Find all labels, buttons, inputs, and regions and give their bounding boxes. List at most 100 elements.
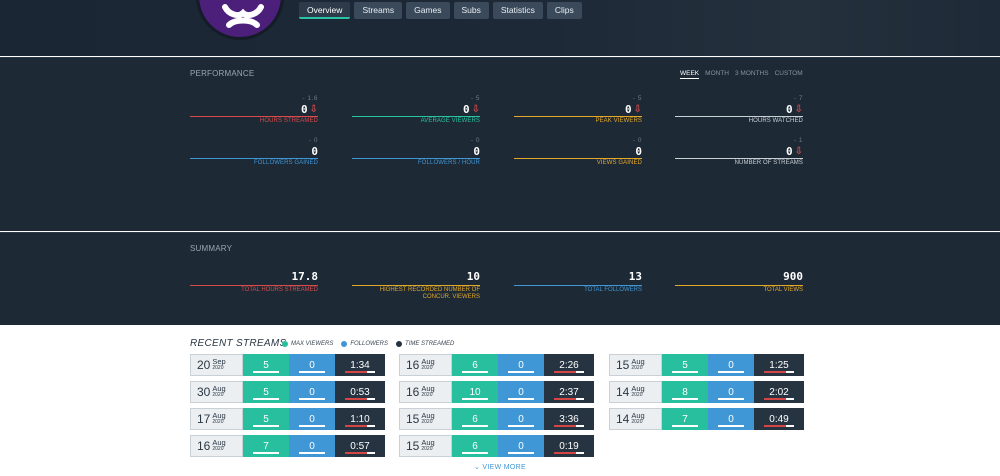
- stream-date: 16 Aug 2020: [399, 381, 452, 403]
- summary-stat: 900 TOTAL VIEWS: [675, 270, 803, 310]
- stat-label: NUMBER OF STREAMS: [734, 160, 803, 166]
- stream-date: 15 Aug 2020: [399, 408, 452, 430]
- summary-underline: [190, 285, 318, 286]
- stat-value: 0: [635, 145, 642, 158]
- performance-stat: - 0 0 FOLLOWERS / HOUR: [352, 137, 480, 167]
- stat-value: 0 ⇩: [624, 103, 642, 116]
- performance-stat: - 5 0 ⇩ AVERAGE VIEWERS: [352, 95, 480, 125]
- stream-card[interactable]: 30 Aug 2020 5 0 0:53: [190, 381, 385, 403]
- stream-max-viewers: 7: [243, 435, 289, 457]
- stat-underline: [190, 116, 318, 117]
- stream-day: 20: [197, 358, 211, 372]
- stream-card[interactable]: 14 Aug 2020 8 0 2:02: [609, 381, 804, 403]
- stream-followers: 0: [708, 354, 754, 376]
- period-week[interactable]: WEEK: [680, 70, 700, 79]
- tab-subs[interactable]: Subs: [453, 2, 489, 19]
- stream-card[interactable]: 15 Aug 2020 5 0 1:25: [609, 354, 804, 376]
- stream-followers: 0: [708, 381, 754, 403]
- stream-day: 16: [197, 439, 211, 453]
- stream-card[interactable]: 17 Aug 2020 5 0 1:10: [190, 408, 385, 430]
- period-selector: WEEK MONTH 3 MONTHS CUSTOM: [680, 70, 803, 79]
- stream-time: 0:19: [544, 435, 594, 457]
- stream-month-year: Aug 2020: [631, 411, 645, 425]
- summary-stat: 13 TOTAL FOLLOWERS: [514, 270, 642, 310]
- stream-card[interactable]: 15 Aug 2020 6 0 0:19: [399, 435, 594, 457]
- stream-time: 1:10: [335, 408, 385, 430]
- stream-date: 15 Aug 2020: [609, 354, 662, 376]
- stat-value: 0: [473, 145, 480, 158]
- performance-title: PERFORMANCE: [190, 69, 255, 78]
- stream-time: 3:36: [544, 408, 594, 430]
- stream-date: 30 Aug 2020: [190, 381, 243, 403]
- stat-delta: - 0: [308, 137, 318, 144]
- stream-day: 15: [616, 358, 630, 372]
- stream-card[interactable]: 20 Sep 2020 5 0 1:34: [190, 354, 385, 376]
- stream-date: 15 Aug 2020: [399, 435, 452, 457]
- arrow-down-icon: ⇩: [471, 104, 480, 115]
- summary-value: 900: [783, 270, 803, 283]
- stream-month-year: Aug 2020: [421, 357, 435, 371]
- tab-games[interactable]: Games: [406, 2, 450, 19]
- stat-delta: - 0: [470, 137, 480, 144]
- stream-card[interactable]: 14 Aug 2020 7 0 0:49: [609, 408, 804, 430]
- stat-label: FOLLOWERS GAINED: [254, 160, 318, 166]
- stat-underline: [675, 158, 803, 159]
- stream-time: 2:26: [544, 354, 594, 376]
- stat-underline: [352, 116, 480, 117]
- stream-day: 16: [406, 385, 420, 399]
- summary-panel: SUMMARY 17.8 TOTAL HOURS STREAMED 10 HIGHES…: [0, 232, 1000, 325]
- stream-followers: 0: [289, 354, 335, 376]
- stream-max-viewers: 6: [452, 435, 498, 457]
- stream-max-viewers: 5: [243, 381, 289, 403]
- stream-time: 0:49: [754, 408, 804, 430]
- view-more-link[interactable]: ⌄ VIEW MORE: [474, 464, 526, 471]
- stream-date: 14 Aug 2020: [609, 408, 662, 430]
- stat-delta: - 5: [632, 95, 642, 102]
- stream-month-year: Aug 2020: [421, 438, 435, 452]
- legend-followers: FOLLOWERS: [341, 341, 388, 347]
- stat-value: 0 ⇩: [785, 103, 803, 116]
- stream-followers: 0: [289, 435, 335, 457]
- performance-stat: - 1 0 ⇩ NUMBER OF STREAMS: [675, 137, 803, 167]
- stream-time: 2:02: [754, 381, 804, 403]
- summary-label: TOTAL VIEWS: [763, 287, 803, 293]
- stream-max-viewers: 5: [662, 354, 708, 376]
- stream-max-viewers: 5: [243, 408, 289, 430]
- stat-value: 0 ⇩: [785, 145, 803, 158]
- tab-streams[interactable]: Streams: [354, 2, 403, 19]
- stream-card[interactable]: 15 Aug 2020 6 0 3:36: [399, 408, 594, 430]
- stat-label: HOURS WATCHED: [748, 118, 803, 124]
- tab-overview[interactable]: Overview: [299, 2, 351, 19]
- stream-card[interactable]: 16 Aug 2020 7 0 0:57: [190, 435, 385, 457]
- stream-followers: 0: [289, 381, 335, 403]
- stream-date: 16 Aug 2020: [190, 435, 243, 457]
- stat-label: PEAK VIEWERS: [595, 118, 642, 124]
- stat-delta: - 0: [632, 137, 642, 144]
- tab-statistics[interactable]: Statistics: [492, 2, 543, 19]
- avatar-logo-icon: [222, 4, 264, 28]
- period-month[interactable]: MONTH: [705, 70, 729, 77]
- arrow-down-icon: ⇩: [794, 146, 803, 157]
- period-3-months[interactable]: 3 MONTHS: [735, 70, 769, 77]
- legend-time-streamed: TIME STREAMED: [396, 341, 454, 347]
- performance-panel: PERFORMANCE WEEK MONTH 3 MONTHS CUSTOM -…: [0, 57, 1000, 231]
- stream-day: 14: [616, 412, 630, 426]
- stream-followers: 0: [289, 408, 335, 430]
- recent-streams-title: RECENT STREAMS: [190, 338, 287, 349]
- period-custom[interactable]: CUSTOM: [774, 70, 803, 77]
- stat-value: 0 ⇩: [462, 103, 480, 116]
- stream-date: 14 Aug 2020: [609, 381, 662, 403]
- tab-clips[interactable]: Clips: [546, 2, 582, 19]
- stream-time: 2:37: [544, 381, 594, 403]
- stat-value: 0 ⇩: [300, 103, 318, 116]
- stat-underline: [190, 158, 318, 159]
- summary-underline: [514, 285, 642, 286]
- arrow-down-icon: ⇩: [309, 104, 318, 115]
- stream-max-viewers: 5: [243, 354, 289, 376]
- performance-stat: - 0 0 VIEWS GAINED: [514, 137, 642, 167]
- stream-card[interactable]: 16 Aug 2020 6 0 2:26: [399, 354, 594, 376]
- avatar[interactable]: [196, 0, 284, 40]
- stream-month-year: Aug 2020: [212, 411, 226, 425]
- stat-underline: [352, 158, 480, 159]
- stream-card[interactable]: 16 Aug 2020 10 0 2:37: [399, 381, 594, 403]
